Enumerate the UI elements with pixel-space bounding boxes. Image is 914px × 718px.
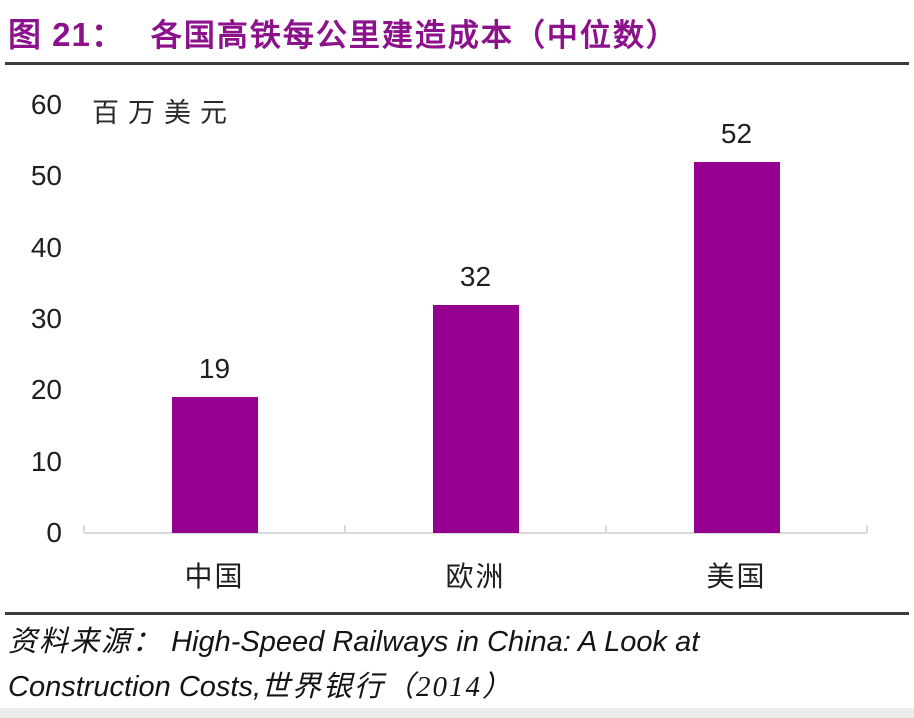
figure-number: 图 21： bbox=[8, 16, 125, 53]
source-cjk-suffix: 世界银行（2014） bbox=[261, 671, 514, 703]
bar bbox=[171, 397, 258, 533]
source-label: 资料来源： bbox=[8, 626, 164, 658]
x-axis-category-label: 美国 bbox=[706, 561, 767, 592]
x-axis-category-label: 欧洲 bbox=[445, 561, 506, 592]
source-english-part1: High-Speed Railways in China: A Look at bbox=[171, 626, 700, 658]
y-axis-tick-label: 30 bbox=[30, 303, 62, 334]
x-axis-tick-mark bbox=[83, 525, 85, 533]
source-english-part2: Construction Costs, bbox=[8, 671, 262, 703]
bar-value-label: 19 bbox=[198, 353, 231, 385]
chart-title: 图 21： 各国高铁每公里建造成本（中位数） bbox=[8, 8, 679, 56]
y-axis-tick-label: 60 bbox=[30, 89, 62, 120]
y-axis-tick-label: 40 bbox=[30, 231, 62, 263]
y-axis-tick-label: 0 bbox=[46, 517, 62, 548]
x-axis-category-label: 中国 bbox=[184, 561, 245, 592]
bar-value-label: 52 bbox=[720, 118, 753, 150]
bottom-edge-strip bbox=[0, 708, 914, 718]
y-axis-tick-label: 20 bbox=[30, 374, 62, 406]
bar bbox=[693, 162, 780, 533]
figure-title-text: 各国高铁每公里建造成本（中位数） bbox=[150, 18, 679, 53]
y-axis-unit-label: 百万美元 bbox=[92, 98, 236, 128]
bar bbox=[432, 304, 519, 533]
y-axis-tick-label: 50 bbox=[30, 160, 62, 192]
bar-value-label: 32 bbox=[459, 260, 492, 292]
y-axis-tick-label: 10 bbox=[30, 445, 62, 477]
x-axis-tick-mark bbox=[344, 525, 346, 533]
x-axis-baseline bbox=[84, 532, 867, 534]
top-separator-rule bbox=[5, 62, 909, 65]
x-axis-tick-mark bbox=[605, 525, 607, 533]
x-axis-tick-mark bbox=[866, 525, 868, 533]
source-note: 资料来源： High-Speed Railways in China: A Lo… bbox=[8, 620, 906, 710]
bottom-separator-rule bbox=[5, 612, 909, 615]
